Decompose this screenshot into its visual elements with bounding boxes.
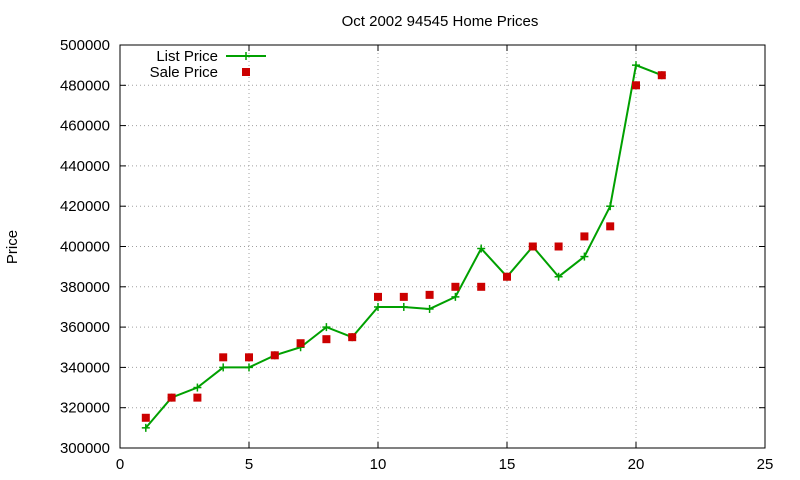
sale-price-point [322,335,331,344]
y-tick-label: 500000 [60,37,110,54]
list-price-point [451,292,460,301]
y-tick-label: 300000 [60,440,110,457]
sale-price-point [580,232,589,241]
y-tick-label: 340000 [60,359,110,376]
y-tick-label: 420000 [60,198,110,215]
list-price-point [322,323,331,332]
chart-title: Oct 2002 94545 Home Prices [342,13,539,30]
sale-price-point [503,272,511,281]
sale-price-point [451,282,460,291]
list-price-point [141,423,150,432]
legend-plus-marker [242,52,250,60]
sale-price-point [606,222,615,231]
legend-square-marker [242,68,250,76]
x-tick-label: 20 [628,456,645,473]
sale-price-point [528,242,537,251]
list-price-point [374,302,382,311]
y-tick-label: 440000 [60,158,110,175]
plot-series [141,61,666,432]
x-tick-label: 15 [499,456,516,473]
sale-price-point [477,282,486,291]
sale-price-point [296,339,305,348]
y-tick-label: 320000 [60,400,110,417]
list-price-point [425,304,434,313]
sale-price-point [399,292,408,301]
y-tick-label: 460000 [60,118,110,135]
list-price-point [245,363,253,372]
gridlines [120,45,765,448]
y-axis-label: Price [4,230,21,264]
y-tick-label: 380000 [60,279,110,296]
sale-price-point [374,292,382,301]
list-price-point [219,363,228,372]
sale-price-point [167,393,176,402]
x-tick-label: 10 [370,456,387,473]
sale-price-point [219,353,228,362]
x-tick-label: 5 [245,456,253,473]
list-price-point [606,202,615,211]
sale-price-point [348,333,357,342]
y-tick-label: 480000 [60,77,110,94]
sale-price-point [245,353,253,362]
sale-price-point [141,413,150,422]
x-tick-label: 25 [757,456,774,473]
list-price-point [399,302,408,311]
y-tick-label: 360000 [60,319,110,336]
legend-label: List Price [156,48,218,65]
list-price-point [554,272,563,281]
legend-label: Sale Price [150,64,218,81]
sale-price-point [657,71,666,80]
y-tick-label: 400000 [60,239,110,256]
x-tick-label: 0 [116,456,124,473]
list-price-point [632,61,640,70]
list-price-point [477,244,486,253]
sale-price-point [193,393,202,402]
list-price-point [580,252,589,261]
axis-ticks: 0 5 10 15 20 25 300000 320000 340000 360000 380000… [60,37,773,473]
sale-price-point [270,351,279,360]
sale-price-point [554,242,563,251]
sale-price-point [632,81,640,90]
list-price-point [193,383,202,392]
sale-price-point [425,290,434,299]
